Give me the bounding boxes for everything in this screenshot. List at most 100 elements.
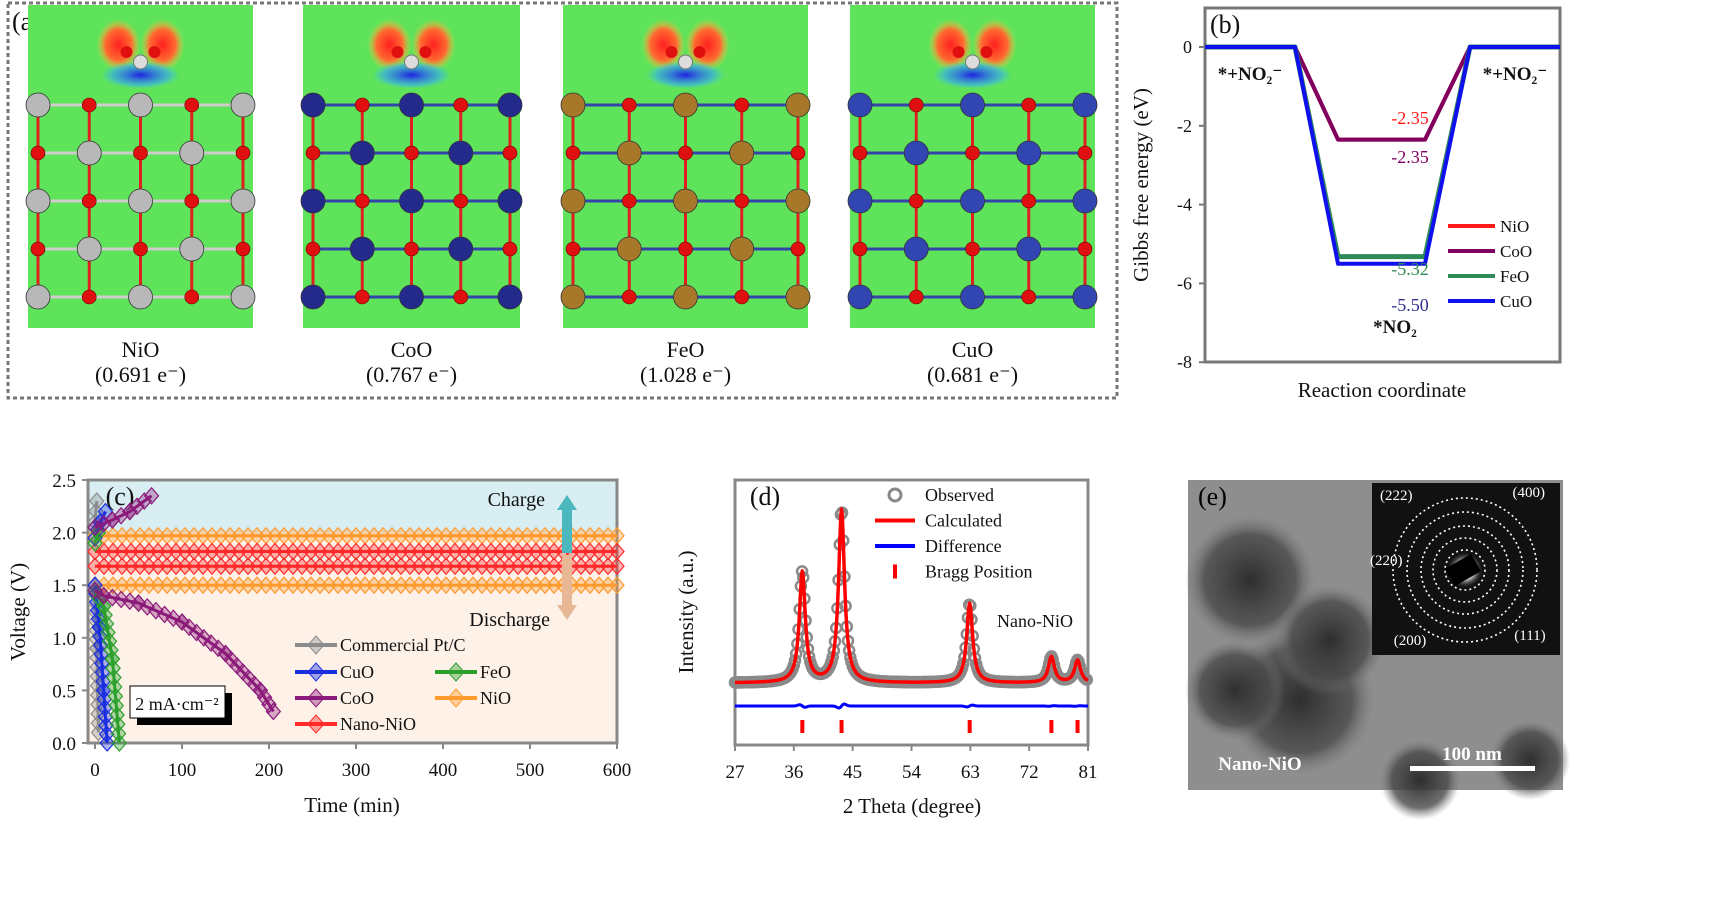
panel-label: (b) bbox=[1210, 10, 1240, 39]
data-marker bbox=[265, 702, 282, 721]
metal-atom bbox=[960, 188, 985, 214]
o-atom bbox=[502, 145, 518, 161]
structure-charge: (1.028 e⁻) bbox=[640, 362, 731, 387]
lattice bbox=[847, 92, 1098, 310]
metal-atom bbox=[128, 92, 153, 118]
metal-atom bbox=[960, 284, 985, 310]
plot-frame bbox=[1203, 6, 1562, 364]
o-atom bbox=[852, 241, 868, 257]
charge-arrow-icon bbox=[557, 495, 577, 553]
metal-atom bbox=[25, 284, 51, 310]
x-tick-label: 72 bbox=[1020, 762, 1039, 783]
data-marker bbox=[87, 518, 103, 537]
x-tick-label: 63 bbox=[961, 762, 980, 783]
diffraction-ring bbox=[1420, 525, 1510, 615]
charge-lobe bbox=[371, 61, 452, 89]
o-atom bbox=[621, 97, 637, 113]
metal-atom bbox=[673, 92, 698, 118]
metal-atom bbox=[1072, 284, 1098, 310]
metal-atom bbox=[729, 140, 755, 166]
o-atom bbox=[1021, 97, 1037, 113]
metal-atom bbox=[128, 284, 153, 310]
legend-label: FeO bbox=[480, 662, 511, 682]
metal-atom bbox=[616, 236, 642, 262]
legend-label: CuO bbox=[340, 662, 374, 682]
x-tick-label: 27 bbox=[726, 762, 745, 783]
data-marker bbox=[110, 724, 127, 743]
structure-name: CoO bbox=[391, 337, 433, 362]
charge-lobe bbox=[932, 61, 1013, 89]
data-marker bbox=[156, 605, 173, 624]
metal-atom bbox=[76, 140, 102, 166]
metal-atom bbox=[399, 92, 424, 118]
value-label-nio: -2.35 bbox=[1391, 108, 1429, 128]
o-atom bbox=[235, 145, 251, 161]
current-density-annotation: 2 mA·cm⁻² bbox=[135, 694, 218, 714]
lattice bbox=[25, 92, 256, 310]
metal-atom bbox=[497, 92, 523, 118]
data-marker bbox=[99, 734, 115, 752]
structure-name: NiO bbox=[122, 337, 160, 362]
legend-label: Commercial Pt/C bbox=[340, 635, 466, 655]
o-atom bbox=[1021, 193, 1037, 209]
charge-annotation: Charge bbox=[488, 489, 546, 511]
o-atom bbox=[965, 241, 980, 257]
metal-atom bbox=[128, 188, 153, 214]
structure-name: CuO bbox=[952, 337, 994, 362]
metal-atom bbox=[25, 92, 51, 118]
y-axis-label: Intensity (a.u.) bbox=[674, 550, 698, 673]
metal-atom bbox=[230, 188, 256, 214]
metal-atom bbox=[847, 188, 873, 214]
ring-label: (200) bbox=[1394, 633, 1427, 649]
legend-marker bbox=[307, 662, 325, 682]
o-atom bbox=[1077, 145, 1093, 161]
o-atom bbox=[693, 46, 706, 58]
metal-atom bbox=[847, 284, 873, 310]
o-atom bbox=[665, 46, 678, 58]
o-atom bbox=[908, 193, 924, 209]
metal-atom bbox=[1016, 236, 1042, 262]
metal-atom bbox=[729, 236, 755, 262]
x-tick-label: 300 bbox=[342, 760, 371, 781]
structure-coo bbox=[300, 5, 523, 328]
metal-atom bbox=[230, 284, 256, 310]
legend-label: CuO bbox=[1500, 292, 1532, 311]
panel-label: (e) bbox=[1198, 482, 1227, 511]
o-atom bbox=[453, 193, 469, 209]
charge-lobe bbox=[928, 19, 973, 71]
diffraction-ring bbox=[1392, 497, 1538, 643]
metal-atom bbox=[25, 188, 51, 214]
o-atom bbox=[621, 193, 637, 209]
o-atom bbox=[621, 289, 637, 305]
nanoparticle bbox=[1380, 740, 1460, 820]
discharge-arrow-icon bbox=[557, 555, 577, 620]
panel-a: (a)NiO(0.691 e⁻)CoO(0.767 e⁻)FeO(1.028 e… bbox=[6, 1, 1119, 400]
o-atom bbox=[734, 193, 750, 209]
charge-lobe bbox=[972, 19, 1017, 71]
data-marker bbox=[252, 681, 269, 700]
o-atom bbox=[790, 145, 806, 161]
data-marker bbox=[130, 594, 147, 612]
series-coo bbox=[87, 486, 282, 721]
metal-atom bbox=[673, 188, 698, 214]
n-atom bbox=[678, 54, 693, 70]
n-atom bbox=[965, 54, 980, 70]
o-atom bbox=[404, 145, 419, 161]
data-marker bbox=[256, 688, 273, 707]
data-marker bbox=[148, 601, 164, 620]
structure-charge: (0.681 e⁻) bbox=[927, 362, 1018, 387]
legend-label: Observed bbox=[925, 485, 994, 505]
y-tick-label: -8 bbox=[1177, 352, 1192, 372]
nanoparticle bbox=[1185, 640, 1285, 740]
data-marker bbox=[97, 606, 113, 624]
data-marker bbox=[609, 542, 625, 561]
panel-a-border bbox=[6, 1, 1119, 400]
panel-e-tem-image: (e) (222) (400) (220) (200) (111) Nano-NiO 100 … bbox=[1185, 480, 1570, 820]
legend-label: FeO bbox=[1500, 267, 1529, 286]
metal-atom bbox=[497, 284, 523, 310]
data-marker bbox=[609, 557, 625, 576]
panel-c-voltage-chart: 0.0 0.5 1.0 1.5 2.0 2.5 0 100 200 300 400 500 600 Tim… bbox=[6, 471, 631, 817]
data-marker bbox=[111, 734, 128, 752]
metal-atom bbox=[399, 188, 424, 214]
o-atom bbox=[81, 97, 97, 113]
